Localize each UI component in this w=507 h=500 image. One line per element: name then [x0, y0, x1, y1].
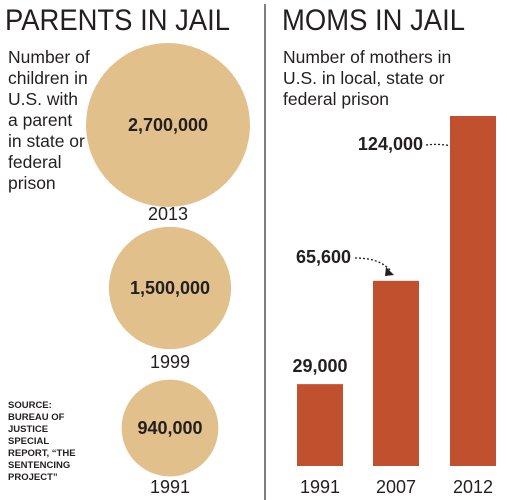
value-label: 1,500,000: [130, 278, 210, 298]
source: SOURCE: BUREAU OF JUSTICE SPECIAL REPORT…: [8, 400, 76, 483]
bubble: [86, 43, 250, 207]
bar: [450, 116, 496, 466]
category-label: 2013: [148, 204, 188, 224]
subtitle: Number of mothers in U.S. in local, stat…: [283, 47, 452, 109]
chart-title: PARENTS IN JAIL: [5, 4, 230, 37]
value-label: 65,600: [296, 247, 351, 267]
subtitle: Number of children in U.S. with a parent…: [8, 47, 90, 193]
x-tick-label: 1991: [300, 477, 340, 497]
x-tick-label: 2012: [453, 477, 493, 497]
bar: [297, 384, 343, 466]
value-label: 29,000: [292, 356, 347, 376]
category-label: 1999: [150, 352, 190, 372]
value-label: 2,700,000: [128, 115, 208, 135]
category-label: 1991: [150, 477, 190, 497]
value-label: 124,000: [358, 134, 423, 154]
bubble: [108, 226, 232, 350]
bar: [373, 280, 419, 466]
value-label: 940,000: [137, 418, 202, 438]
bubble: [121, 379, 219, 477]
chart-title: MOMS IN JAIL: [282, 4, 465, 37]
arrow-head: [385, 267, 394, 276]
x-tick-label: 2007: [376, 477, 416, 497]
arrow: [354, 257, 392, 272]
